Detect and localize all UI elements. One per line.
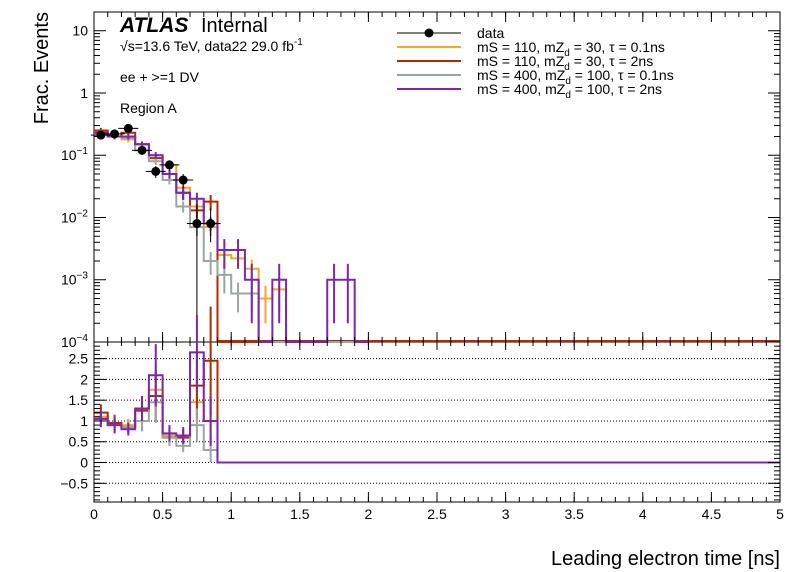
atlas-label: ATLAS	[119, 14, 188, 37]
x-tick-label: 4	[639, 506, 647, 522]
data-point	[96, 130, 106, 140]
y-tick-label: 1	[80, 85, 88, 101]
y-tick-label: 10	[72, 23, 88, 39]
legend-label-rest: = 100, τ = 2ns	[571, 81, 662, 97]
x-tick-label: 3	[502, 506, 510, 522]
x-tick-label: 1.5	[290, 506, 310, 522]
legend-label-1: mS = 110, mZd = 30, τ = 2ns	[477, 53, 653, 73]
region-label: Region A	[120, 100, 177, 116]
y-tick-label: 10−2	[61, 208, 88, 225]
energy-label: √s=13.6 TeV, data22 29.0 fb-1	[120, 37, 303, 54]
y-tick-label: 10−1	[61, 146, 88, 163]
legend-label-2: mS = 400, mZd = 100, τ = 0.1ns	[477, 67, 674, 87]
legend-label-main: mS = 400, mZ	[477, 67, 566, 83]
data-point	[178, 175, 188, 185]
y-tick-exponent: −4	[77, 333, 89, 344]
legend-label-main: mS = 400, mZ	[477, 81, 566, 97]
x-tick-label: 3.5	[564, 506, 584, 522]
legend-label-subscript: d	[565, 76, 571, 87]
data-point	[110, 129, 120, 139]
x-tick-label: 1	[227, 506, 235, 522]
data-point	[123, 123, 133, 133]
y-tick-base: 10	[61, 209, 77, 225]
x-axis-title: Leading electron time [ns]	[551, 548, 780, 570]
ratio-y-tick-label: 2.5	[69, 351, 89, 367]
data-point	[137, 145, 147, 155]
data-point	[164, 160, 174, 170]
y-tick-exponent: −2	[77, 208, 89, 219]
axis-ticks: 0 0.5 1 1.5 2 2.5 3 3.5 4 4.5 510−410−310−210−1110…	[60, 12, 784, 522]
legend-data-marker	[424, 28, 434, 38]
y-tick-exponent: −1	[77, 146, 89, 157]
legend-data-label: data	[477, 25, 504, 41]
ratio-series-layer	[94, 306, 780, 464]
energy-text: s=13.6 TeV, data22 29.0 fb	[128, 38, 294, 54]
legend-label-main: mS = 110, mZ	[477, 53, 565, 69]
energy-superscript: -1	[294, 37, 303, 48]
selection-label: ee + >=1 DV	[120, 69, 200, 85]
sqrt-symbol: √	[120, 38, 128, 54]
ratio-y-tick-label: 1.5	[69, 392, 89, 408]
y-tick-base: 10	[61, 334, 77, 350]
y-tick-exponent: −3	[77, 271, 89, 282]
legend-label-rest: = 30, τ = 2ns	[570, 53, 653, 69]
data-point	[151, 166, 161, 176]
x-tick-label: 2	[365, 506, 373, 522]
y-tick-base: 10	[61, 272, 77, 288]
y-axis-title: Frac. Events	[31, 12, 53, 124]
x-tick-label: 5	[776, 506, 784, 522]
top-series-line-3	[94, 131, 369, 343]
legend-label-subscript: d	[564, 48, 570, 59]
x-tick-label: 0.5	[153, 506, 173, 522]
legend-label-subscript: d	[564, 62, 570, 73]
legend-label-main: mS = 110, mZ	[477, 39, 565, 55]
y-tick-label: 10−4	[61, 333, 88, 350]
data-point	[192, 219, 202, 229]
ratio-y-tick-label: 0	[80, 455, 88, 471]
ratio-y-tick-label: 1	[80, 413, 88, 429]
legend-label-3: mS = 400, mZd = 100, τ = 2ns	[477, 81, 662, 101]
internal-label: Internal	[201, 15, 268, 37]
x-tick-label: 2.5	[427, 506, 447, 522]
y-tick-base: 10	[61, 147, 77, 163]
data-point	[206, 219, 216, 229]
x-tick-label: 4.5	[702, 506, 722, 522]
x-tick-label: 0	[90, 506, 98, 522]
legend-label-0: mS = 110, mZd = 30, τ = 0.1ns	[477, 39, 665, 59]
ratio-y-tick-label: 0.5	[69, 434, 89, 450]
ratio-series-line-3	[94, 351, 780, 464]
y-tick-label: 10−3	[61, 271, 88, 288]
ratio-y-tick-label: −0.5	[60, 475, 88, 491]
ratio-y-tick-label: 2	[80, 371, 88, 387]
legend-label-rest: = 30, τ = 0.1ns	[570, 39, 665, 55]
legend-label-subscript: d	[565, 90, 571, 101]
legend-label-rest: = 100, τ = 0.1ns	[571, 67, 674, 83]
